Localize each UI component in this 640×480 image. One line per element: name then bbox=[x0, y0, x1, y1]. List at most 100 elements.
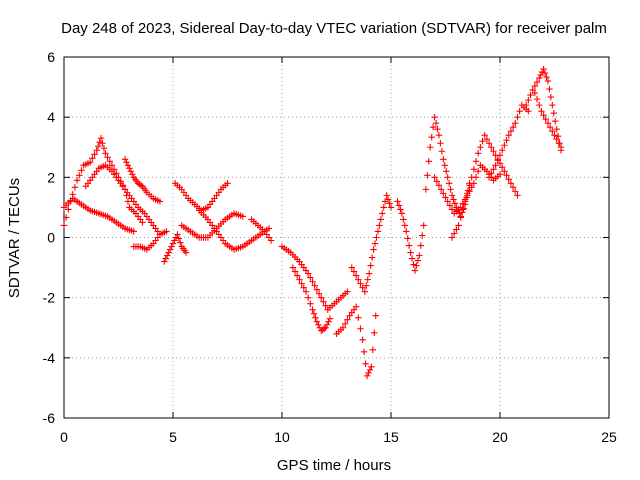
data-point bbox=[541, 69, 549, 77]
data-point bbox=[361, 288, 369, 295]
data-point bbox=[320, 298, 327, 305]
data-point bbox=[554, 133, 562, 140]
data-point bbox=[309, 278, 316, 285]
data-point bbox=[512, 188, 519, 195]
data-point bbox=[437, 186, 445, 193]
data-point bbox=[171, 237, 178, 244]
data-point bbox=[527, 91, 534, 99]
data-point bbox=[352, 303, 360, 310]
data-point bbox=[435, 182, 443, 189]
data-point bbox=[156, 198, 164, 205]
data-point bbox=[531, 89, 539, 97]
data-point bbox=[485, 174, 493, 181]
data-point bbox=[130, 228, 137, 235]
data-point bbox=[444, 198, 451, 205]
x-axis-label: GPS time / hours bbox=[277, 457, 391, 474]
data-point bbox=[373, 234, 380, 241]
data-point bbox=[362, 360, 369, 368]
data-point bbox=[448, 192, 456, 199]
data-point bbox=[163, 252, 171, 259]
data-point bbox=[169, 240, 177, 247]
data-point bbox=[552, 117, 559, 125]
data-point bbox=[294, 272, 301, 279]
data-points bbox=[60, 65, 565, 380]
data-point bbox=[410, 261, 417, 268]
data-point bbox=[498, 147, 506, 154]
data-point bbox=[460, 205, 467, 212]
data-point bbox=[498, 164, 506, 171]
data-point bbox=[298, 280, 305, 287]
data-point bbox=[538, 107, 545, 115]
data-point bbox=[121, 156, 129, 163]
data-point bbox=[377, 216, 385, 223]
data-point bbox=[322, 302, 329, 309]
data-point bbox=[525, 96, 532, 104]
data-point bbox=[483, 136, 491, 143]
x-tick-label: 10 bbox=[274, 429, 290, 445]
data-point bbox=[313, 318, 321, 325]
data-point bbox=[318, 294, 325, 301]
data-point bbox=[453, 226, 460, 233]
data-point bbox=[428, 134, 435, 141]
data-point bbox=[525, 107, 532, 115]
data-point bbox=[503, 137, 510, 144]
data-point bbox=[224, 180, 231, 187]
data-point bbox=[451, 230, 458, 237]
data-point bbox=[60, 222, 68, 229]
data-point bbox=[424, 172, 431, 179]
data-point bbox=[429, 123, 437, 131]
data-point bbox=[546, 123, 554, 131]
data-point bbox=[367, 262, 374, 269]
data-point bbox=[442, 194, 449, 201]
data-point bbox=[78, 167, 85, 174]
data-point bbox=[533, 95, 541, 103]
data-point bbox=[422, 186, 430, 193]
data-point bbox=[407, 249, 414, 256]
data-point bbox=[352, 272, 360, 279]
data-point bbox=[368, 254, 376, 261]
data-point bbox=[182, 249, 190, 256]
data-point bbox=[89, 155, 96, 162]
data-point bbox=[512, 119, 519, 127]
data-point bbox=[239, 213, 246, 220]
data-point bbox=[394, 198, 401, 205]
data-point bbox=[398, 210, 406, 217]
data-point bbox=[395, 202, 403, 209]
data-point bbox=[403, 228, 410, 235]
data-point bbox=[485, 140, 493, 147]
y-tick-label: 6 bbox=[47, 49, 55, 65]
data-point bbox=[540, 111, 547, 119]
data-point bbox=[372, 312, 379, 319]
data-point bbox=[97, 135, 105, 142]
y-tick-label: -4 bbox=[43, 350, 56, 366]
data-point bbox=[126, 165, 133, 172]
data-point bbox=[369, 346, 377, 354]
data-point bbox=[307, 274, 314, 281]
data-point bbox=[555, 140, 563, 147]
data-point bbox=[162, 255, 169, 262]
data-point bbox=[124, 162, 132, 169]
data-point bbox=[174, 231, 181, 238]
data-point bbox=[411, 267, 419, 274]
data-point bbox=[509, 123, 517, 131]
data-point bbox=[139, 219, 146, 226]
data-point bbox=[450, 196, 457, 203]
data-point bbox=[355, 276, 362, 283]
data-point bbox=[379, 210, 386, 217]
data-point bbox=[501, 142, 508, 149]
data-point bbox=[516, 107, 523, 115]
data-point bbox=[371, 240, 379, 247]
data-point bbox=[496, 171, 504, 178]
data-point bbox=[431, 113, 438, 121]
data-point bbox=[438, 148, 446, 155]
data-point bbox=[437, 140, 444, 147]
data-point bbox=[468, 174, 475, 181]
data-point bbox=[106, 158, 113, 165]
data-point bbox=[129, 171, 136, 178]
data-point bbox=[538, 68, 546, 76]
y-tick-label: 2 bbox=[47, 169, 55, 185]
data-point bbox=[357, 280, 364, 287]
data-point bbox=[304, 270, 312, 277]
data-point bbox=[364, 276, 371, 283]
data-point bbox=[71, 184, 79, 191]
